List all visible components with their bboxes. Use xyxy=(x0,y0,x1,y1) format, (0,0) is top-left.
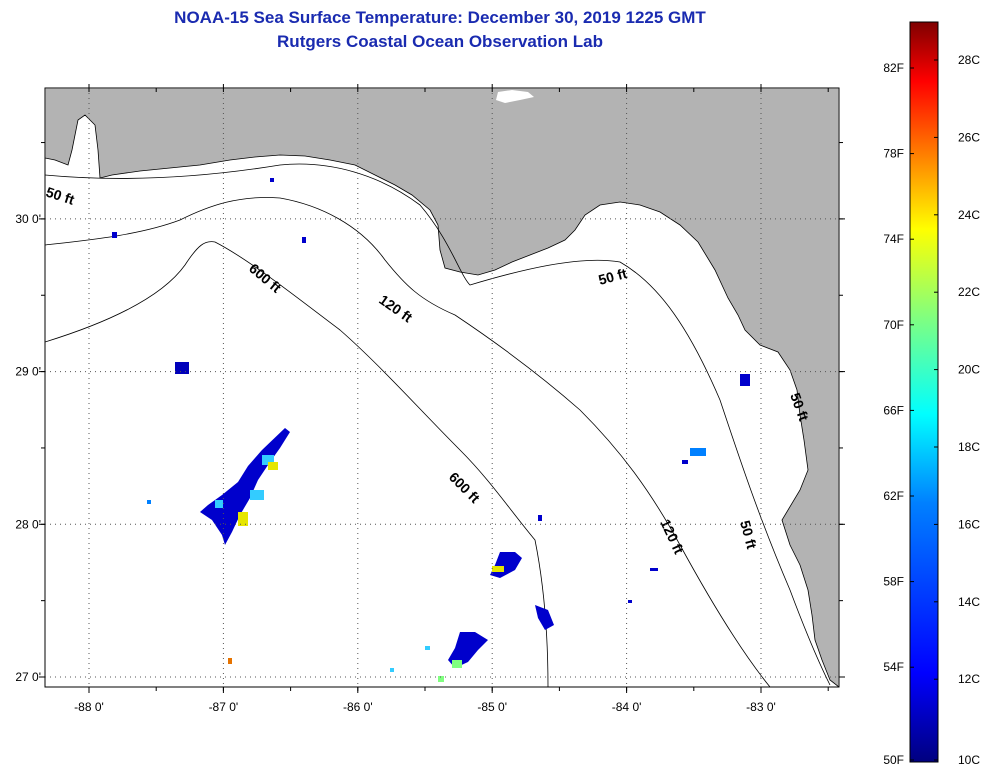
colorbar xyxy=(909,21,939,763)
colorbar-label-c: 12C xyxy=(958,672,980,686)
lon-tick-label: -86 0' xyxy=(343,700,373,714)
colorbar-label-f: 82F xyxy=(883,61,904,75)
colorbar-label-f: 62F xyxy=(883,489,904,503)
lon-tick-label: -88 0' xyxy=(74,700,104,714)
colorbar-label-f: 54F xyxy=(883,660,904,674)
contour-50ft xyxy=(45,163,831,686)
contour-600ft xyxy=(45,241,549,687)
colorbar-label-f: 50F xyxy=(883,753,904,767)
axis-labels: -88 0' -87 0' -86 0' -85 0' -84 0' -83 0' 30 0… xyxy=(15,212,775,714)
colorbar-label-f: 74F xyxy=(883,232,904,246)
colorbar-label-c: 14C xyxy=(958,595,980,609)
lat-tick-label: 28 0' xyxy=(15,517,41,531)
map-title: NOAA-15 Sea Surface Temperature: Decembe… xyxy=(174,8,706,27)
lat-tick-label: 27 0' xyxy=(15,670,41,684)
colorbar-ticks: 82F 78F 74F 70F 66F 62F 58F 54F 50F 28C 26C 24C 22C 2… xyxy=(883,53,980,767)
colorbar-label-c: 20C xyxy=(958,363,980,377)
colorbar-label-c: 26C xyxy=(958,130,980,144)
colorbar-label-c: 16C xyxy=(958,517,980,531)
contour-label: 50 ft xyxy=(737,519,760,551)
contour-120ft xyxy=(45,197,771,687)
colorbar-label-f: 58F xyxy=(883,575,904,589)
lat-tick-label: 30 0' xyxy=(15,212,41,226)
inland-lake xyxy=(496,90,534,103)
colorbar-label-f: 66F xyxy=(883,403,904,417)
lon-tick-label: -87 0' xyxy=(209,700,239,714)
lat-tick-label: 29 0' xyxy=(15,365,41,379)
lon-tick-label: -84 0' xyxy=(612,700,642,714)
colorbar-label-c: 28C xyxy=(958,53,980,67)
map-subtitle: Rutgers Coastal Ocean Observation Lab xyxy=(277,32,603,51)
colorbar-label-c: 24C xyxy=(958,208,980,222)
graticule xyxy=(39,84,845,693)
colorbar-label-f: 78F xyxy=(883,147,904,161)
land-mass xyxy=(45,88,839,687)
colorbar-label-c: 10C xyxy=(958,753,980,767)
colorbar-label-c: 22C xyxy=(958,285,980,299)
sst-data-pixels xyxy=(112,178,750,682)
contour-label: 50 ft xyxy=(597,265,629,288)
colorbar-label-c: 18C xyxy=(958,440,980,454)
lon-tick-label: -83 0' xyxy=(746,700,776,714)
lon-tick-label: -85 0' xyxy=(477,700,507,714)
colorbar-label-f: 70F xyxy=(883,318,904,332)
